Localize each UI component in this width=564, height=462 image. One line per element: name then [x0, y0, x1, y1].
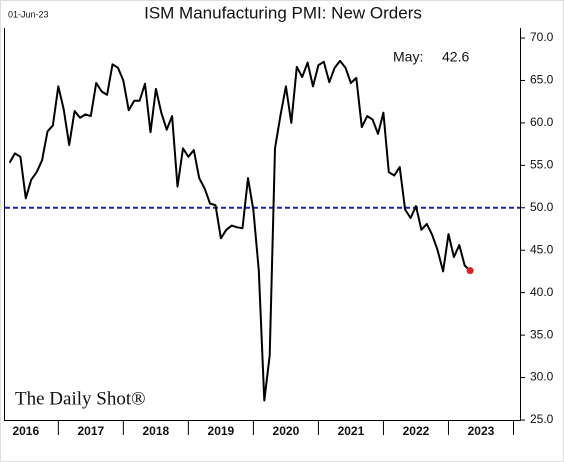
- x-tick-label: 2021: [338, 424, 365, 438]
- annotation: May:: [393, 49, 423, 65]
- y-tick-label: 30.0: [530, 370, 554, 384]
- y-tick-label: 45.0: [530, 242, 554, 256]
- series-line: [8, 59, 471, 402]
- x-tick-label: 2023: [468, 424, 495, 438]
- date-stamp: 01-Jun-23: [8, 9, 49, 19]
- x-tick-label: 2017: [77, 424, 104, 438]
- chart-title: ISM Manufacturing PMI: New Orders: [144, 3, 422, 22]
- last-point: [466, 267, 474, 275]
- y-tick-label: 35.0: [530, 327, 554, 341]
- x-tick-label: 2019: [208, 424, 235, 438]
- y-tick-label: 40.0: [530, 285, 554, 299]
- y-tick-label: 60.0: [530, 115, 554, 129]
- x-tick-label: 2018: [143, 424, 170, 438]
- y-tick-label: 50.0: [530, 200, 554, 214]
- y-tick-label: 65.0: [530, 73, 554, 87]
- x-tick-label: 2022: [403, 424, 430, 438]
- annotation-value: 42.6: [442, 49, 469, 65]
- source-logo: The Daily Shot®: [15, 388, 146, 409]
- x-tick-label: 2020: [273, 424, 300, 438]
- x-tick-label: 2016: [12, 424, 39, 438]
- y-tick-label: 55.0: [530, 158, 554, 172]
- y-tick-label: 70.0: [530, 30, 554, 44]
- y-tick-label: 25.0: [530, 412, 554, 426]
